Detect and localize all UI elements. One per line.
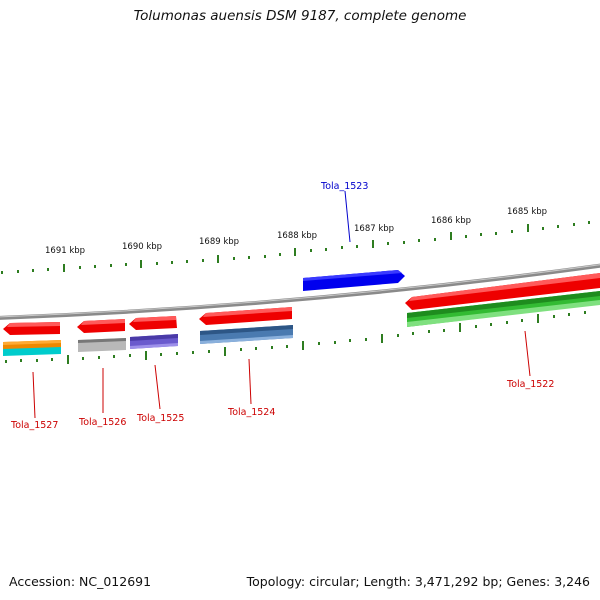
- scale-label-1691: 1691 kbp: [45, 246, 85, 256]
- leader-tola-1522: [524, 330, 531, 377]
- gene-tola-1526-feature[interactable]: [78, 338, 126, 352]
- gene-tola-1526-cds[interactable]: [77, 319, 125, 333]
- gene-label-tola-1525[interactable]: Tola_1525: [136, 413, 184, 424]
- gene-tola-1522-cds[interactable]: [405, 273, 600, 310]
- inner-tick-track: [5, 311, 586, 364]
- gene-tola-1527-feature[interactable]: [3, 340, 61, 356]
- gene-label-tola-1526[interactable]: Tola_1526: [78, 417, 126, 428]
- scale-label-1687: 1687 kbp: [354, 224, 394, 234]
- scale-label-1689: 1689 kbp: [199, 237, 239, 247]
- gene-label-tola-1522[interactable]: Tola_1522: [506, 379, 554, 390]
- gene-label-tola-1523[interactable]: Tola_1523: [320, 181, 368, 192]
- genome-title: Tolumonas auensis DSM 9187, complete gen…: [133, 8, 467, 24]
- leader-tola-1527: [32, 371, 36, 419]
- leader-tola-1523: [344, 190, 351, 243]
- scale-label-1685: 1685 kbp: [507, 207, 547, 217]
- gene-tola-1525-feature[interactable]: [130, 334, 178, 349]
- scale-label-1688: 1688 kbp: [277, 231, 317, 241]
- scale-label-1686: 1686 kbp: [431, 216, 471, 226]
- gene-tola-1524-cds[interactable]: [199, 307, 292, 325]
- leader-tola-1524: [248, 358, 252, 405]
- scale-label-1690: 1690 kbp: [122, 242, 162, 252]
- outer-tick-track: [1, 221, 590, 274]
- gene-tola-1525-cds[interactable]: [129, 316, 177, 330]
- gene-tola-1523[interactable]: [303, 270, 405, 291]
- gene-label-tola-1524[interactable]: Tola_1524: [227, 407, 275, 418]
- accession-text: Accession: NC_012691: [9, 574, 152, 589]
- gene-label-tola-1527[interactable]: Tola_1527: [10, 420, 58, 431]
- genome-backbone: [0, 263, 600, 320]
- genome-summary-text: Topology: circular; Length: 3,471,292 bp…: [246, 574, 590, 589]
- gene-tola-1522-feature[interactable]: [407, 291, 600, 327]
- leader-tola-1525: [154, 364, 161, 410]
- gene-tola-1527-cds[interactable]: [3, 322, 60, 335]
- gene-tola-1524-feature[interactable]: [200, 325, 293, 344]
